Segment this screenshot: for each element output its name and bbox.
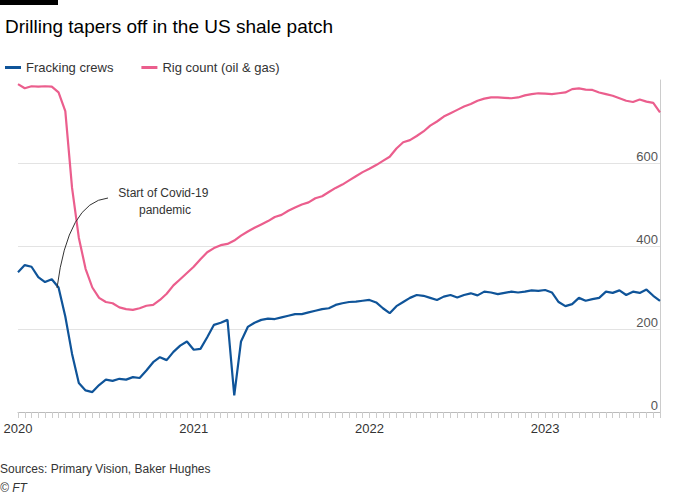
svg-text:© FT: © FT (0, 481, 29, 495)
svg-text:400: 400 (636, 232, 658, 247)
svg-text:Sources: Primary Vision, Baker: Sources: Primary Vision, Baker Hughes (0, 462, 211, 476)
svg-text:2021: 2021 (179, 421, 208, 436)
svg-text:Drilling tapers off in the US: Drilling tapers off in the US shale patc… (5, 16, 333, 37)
svg-text:200: 200 (636, 315, 658, 330)
svg-text:Start of Covid-19: Start of Covid-19 (118, 186, 211, 200)
svg-text:0: 0 (651, 398, 658, 413)
svg-text:2022: 2022 (355, 421, 384, 436)
svg-text:pandemic: pandemic (139, 203, 191, 217)
svg-text:Rig count (oil & gas): Rig count (oil & gas) (162, 60, 279, 75)
svg-text:600: 600 (636, 149, 658, 164)
svg-text:2020: 2020 (4, 421, 33, 436)
svg-text:2023: 2023 (531, 421, 560, 436)
svg-text:Fracking crews: Fracking crews (26, 60, 114, 75)
